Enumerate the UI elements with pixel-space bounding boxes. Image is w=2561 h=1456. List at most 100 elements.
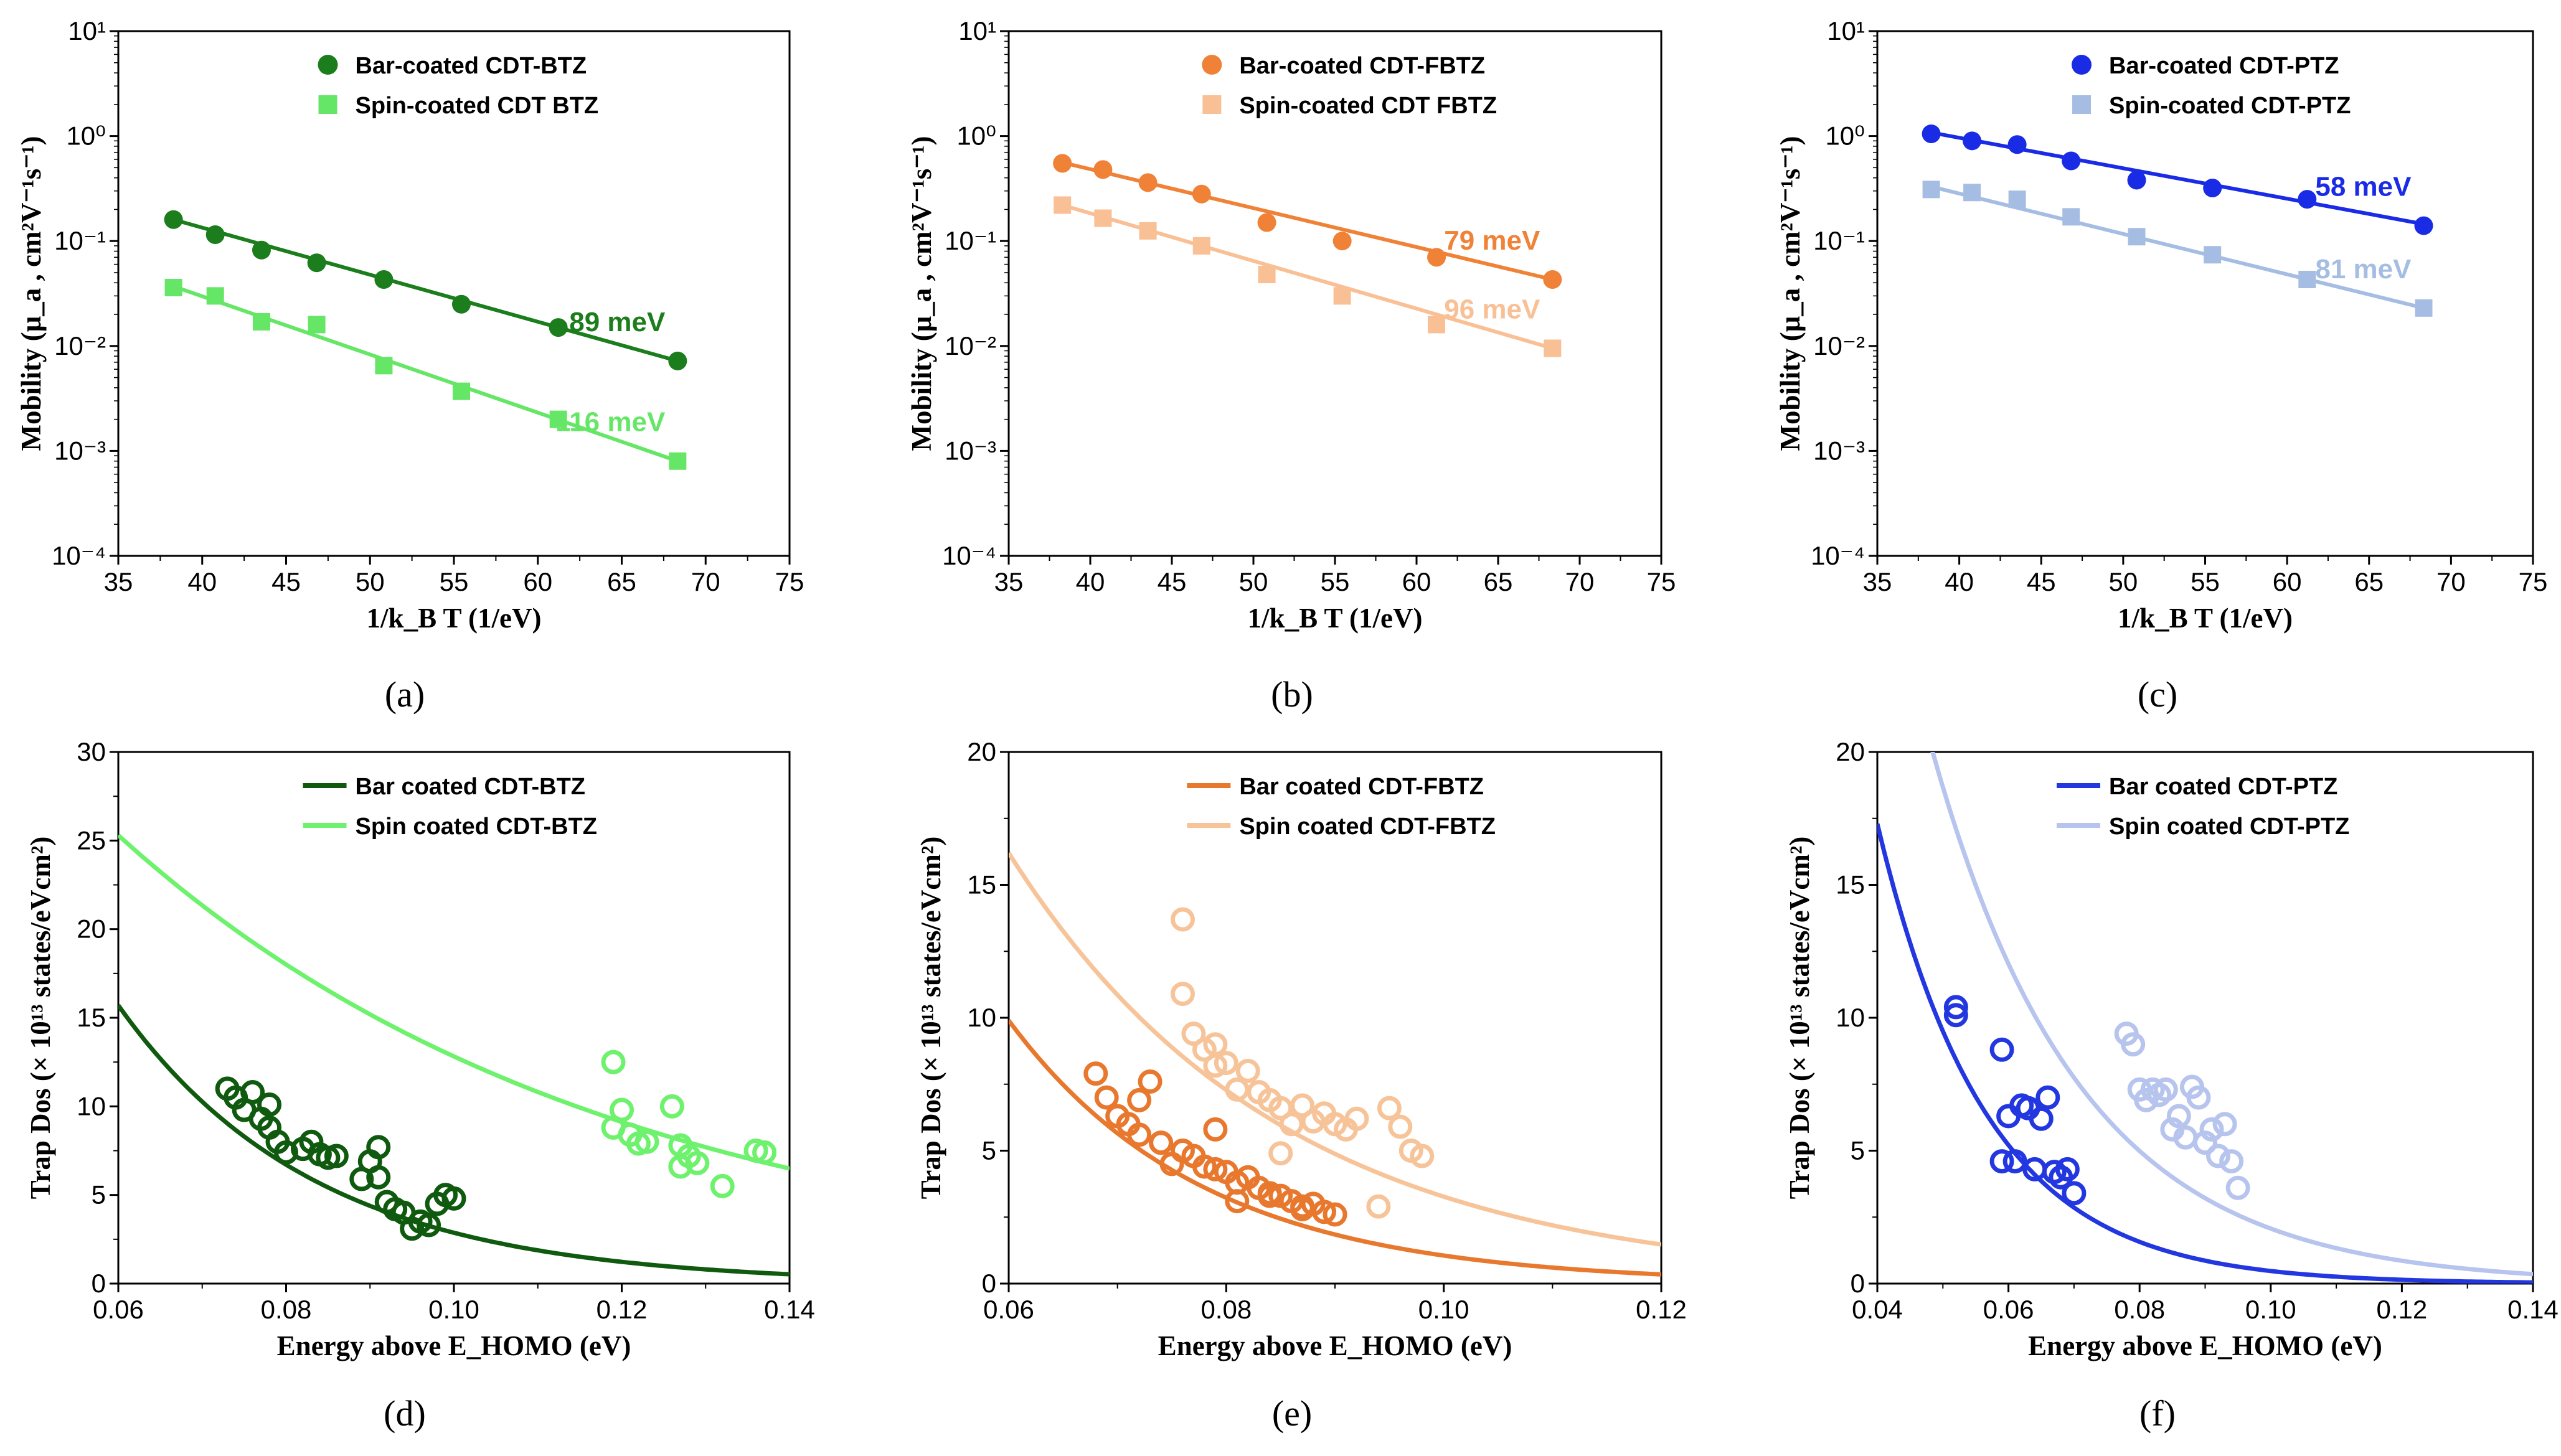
legend-swatch	[2072, 55, 2092, 75]
data-point	[1053, 154, 1072, 173]
x-tick-label: 35	[994, 567, 1024, 596]
data-point	[752, 1140, 777, 1165]
x-tick-label: 0.10	[2245, 1295, 2296, 1324]
data-point	[1138, 1069, 1163, 1094]
x-tick-label: 60	[2273, 567, 2302, 596]
y-tick-label: 30	[77, 737, 106, 766]
data-point	[2127, 171, 2146, 190]
x-tick-label: 65	[607, 567, 636, 596]
fit-line	[1930, 184, 2425, 310]
x-tick-label: 0.06	[983, 1295, 1034, 1324]
energy-annotation: 81 meV	[2315, 254, 2412, 284]
y-tick-label: 10⁰	[956, 121, 996, 151]
data-point	[1214, 1051, 1238, 1076]
y-tick-label: 10¹	[958, 16, 996, 45]
x-tick-label: 55	[1321, 567, 1350, 596]
y-tick-label: 10⁻¹	[945, 226, 996, 255]
legend-label: Bar coated CDT-BTZ	[356, 774, 585, 800]
data-point	[2035, 1085, 2060, 1110]
y-axis-label: Trap Dos (× 10¹³ states/eVcm²)	[1784, 837, 1815, 1200]
y-tick-label: 5	[92, 1180, 106, 1209]
data-point	[1127, 1087, 1152, 1112]
fit-curve	[118, 1004, 790, 1277]
y-tick-label: 5	[1851, 1136, 1865, 1165]
data-point	[1181, 1022, 1206, 1046]
x-axis-label: Energy above E_HOMO (eV)	[277, 1330, 631, 1361]
fit-curve	[118, 834, 790, 1171]
data-point	[1323, 1202, 1347, 1227]
x-tick-label: 75	[2519, 567, 2548, 596]
data-point	[307, 253, 326, 273]
y-tick-label: 15	[967, 870, 996, 899]
data-point	[2062, 151, 2081, 171]
data-point	[2204, 246, 2222, 264]
energy-annotation: 58 meV	[2315, 172, 2412, 202]
x-tick-label: 35	[104, 567, 133, 596]
data-point	[2062, 1181, 2087, 1206]
fit-curve	[1009, 1019, 1661, 1277]
x-tick-label: 0.14	[764, 1295, 815, 1324]
y-axis-label: Trap Dos (× 10¹³ states/eVcm²)	[25, 837, 56, 1200]
data-point	[2298, 190, 2317, 209]
y-axis-label: Mobility (μ_a , cm²V⁻¹s⁻¹)	[1775, 136, 1806, 451]
legend-label: Bar coated CDT-PTZ	[2109, 774, 2337, 800]
x-tick-label: 70	[691, 567, 720, 596]
data-point	[1170, 907, 1195, 932]
data-point	[1127, 1122, 1152, 1147]
data-point	[2166, 1104, 2191, 1129]
legend-label: Spin coated CDT-BTZ	[356, 814, 597, 840]
data-point	[1192, 184, 1211, 204]
x-axis-label: 1/k_B T (1/eV)	[2118, 603, 2293, 634]
data-point	[710, 1173, 735, 1198]
series-layer	[1922, 124, 2433, 317]
y-tick-label: 15	[77, 1003, 106, 1032]
legend-swatch	[1202, 55, 1222, 75]
y-tick-label: 10	[1836, 1003, 1865, 1032]
data-point	[1138, 173, 1158, 192]
data-point	[1366, 1194, 1391, 1219]
data-point	[1192, 1154, 1217, 1179]
x-tick-label: 50	[2109, 567, 2138, 596]
chart-e: 0.06 0.08 0.10 0.12 0 5 10 15 20 Energy above E_H…	[915, 737, 1687, 1434]
y-tick-label: 10⁻⁴	[52, 541, 106, 570]
data-point	[441, 1186, 466, 1211]
x-axis-label: Energy above E_HOMO (eV)	[1158, 1330, 1512, 1361]
x-tick-label: 45	[271, 567, 301, 596]
y-tick-label: 0	[982, 1269, 996, 1298]
data-point	[1943, 995, 1968, 1020]
data-point	[1427, 248, 1446, 267]
data-point	[1428, 316, 1446, 334]
data-point	[1963, 184, 1981, 202]
data-point	[164, 210, 183, 229]
data-point	[2298, 270, 2316, 288]
data-point	[685, 1150, 710, 1175]
x-tick-label: 50	[356, 567, 385, 596]
data-point	[1344, 1106, 1369, 1131]
energy-annotation: 79 meV	[1444, 225, 1540, 256]
data-point	[549, 318, 568, 337]
data-point	[2225, 1175, 2250, 1200]
data-point	[1963, 131, 1982, 151]
x-tick-label: 70	[2436, 567, 2466, 596]
data-point	[549, 410, 567, 428]
data-point	[2186, 1085, 2211, 1110]
x-tick-label: 65	[1484, 567, 1513, 596]
y-tick-label: 10⁻³	[945, 436, 996, 465]
data-point	[252, 240, 271, 260]
y-tick-label: 10⁻²	[945, 331, 996, 360]
data-point	[1225, 1170, 1250, 1195]
data-point	[601, 1050, 626, 1074]
data-point	[366, 1135, 391, 1160]
data-point	[324, 1144, 349, 1168]
y-tick-label: 10⁻³	[54, 436, 106, 465]
x-tick-label: 65	[2354, 567, 2384, 596]
y-tick-label: 20	[77, 914, 106, 944]
x-tick-label: 60	[523, 567, 552, 596]
x-tick-label: 45	[1158, 567, 1187, 596]
x-tick-label: 0.04	[1852, 1295, 1903, 1324]
legend-label: Spin coated CDT-PTZ	[2109, 814, 2349, 840]
panel-label: (f)	[2139, 1393, 2176, 1434]
x-tick-label: 75	[775, 567, 804, 596]
series-layer	[164, 210, 687, 470]
legend-label: Bar-coated CDT-PTZ	[2109, 53, 2339, 79]
